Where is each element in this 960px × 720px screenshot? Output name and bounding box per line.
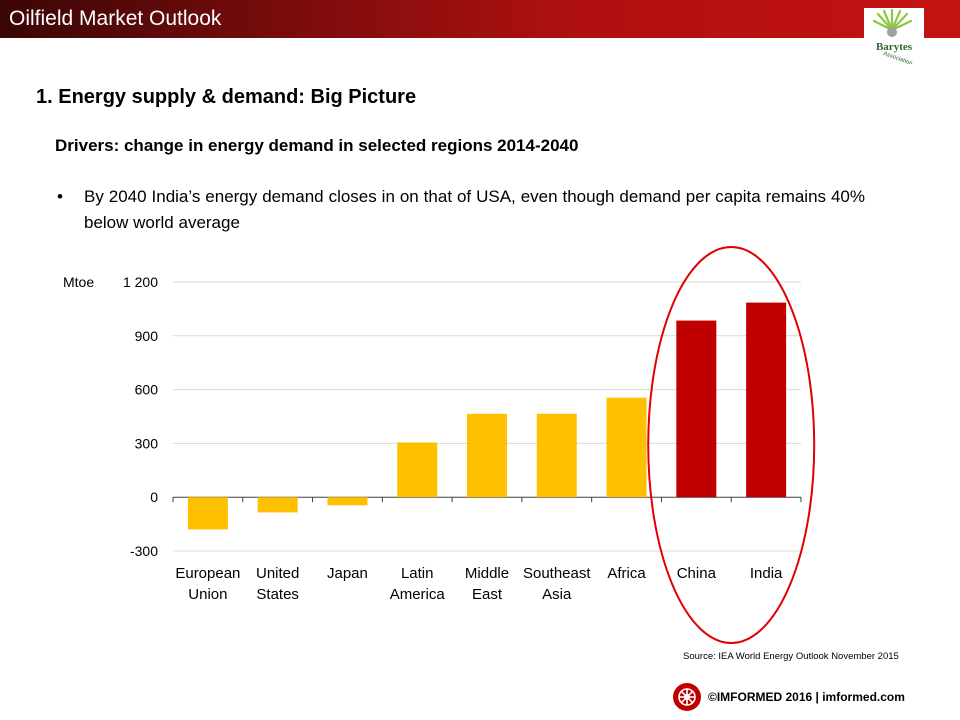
footer: ©IMFORMED 2016 | imformed.com bbox=[672, 682, 905, 712]
highlight-ellipse bbox=[647, 246, 816, 644]
sub-heading: Drivers: change in energy demand in sele… bbox=[55, 136, 579, 155]
y-tick-label: -300 bbox=[130, 543, 158, 559]
bar-latin-america bbox=[397, 442, 438, 498]
y-tick-label: 300 bbox=[135, 435, 159, 451]
bar-united-states bbox=[257, 497, 298, 513]
logo-text-top: Barytes bbox=[876, 41, 913, 53]
imformed-logo-icon bbox=[673, 683, 701, 711]
x-category-label: Japan bbox=[327, 565, 368, 582]
bar-china bbox=[676, 320, 717, 498]
header-bar: Oilfield Market Outlook bbox=[0, 0, 960, 38]
x-category-label-line: China bbox=[677, 565, 717, 582]
x-category-label-line: Africa bbox=[607, 565, 646, 582]
logo-graphic: Barytes Association bbox=[872, 8, 913, 64]
x-category-label: United States bbox=[256, 565, 299, 603]
x-category-label: Africa bbox=[607, 565, 646, 582]
y-tick-label: 900 bbox=[135, 328, 159, 344]
barytes-association-logo: Barytes Association bbox=[864, 8, 924, 64]
x-category-label-line: Latin bbox=[401, 565, 434, 582]
y-tick-label: 600 bbox=[135, 382, 159, 398]
x-category-label: India bbox=[750, 565, 783, 582]
y-tick-label: 1 200 bbox=[123, 274, 158, 290]
energy-demand-bar-chart: -300 0 300 600 900 1 200 Mtoe European Union Unit… bbox=[63, 246, 816, 644]
x-category-label-line: Asia bbox=[542, 586, 572, 603]
x-category-label: China bbox=[677, 565, 717, 582]
x-category-label-line: States bbox=[256, 586, 299, 603]
x-category-label-line: Middle bbox=[465, 565, 509, 582]
footer-text: ©IMFORMED 2016 | imformed.com bbox=[708, 690, 905, 704]
header-title: Oilfield Market Outlook bbox=[9, 7, 222, 30]
x-category-label: Southeast Asia bbox=[523, 565, 591, 603]
x-category-label-line: Southeast bbox=[523, 565, 591, 582]
x-category-label-line: India bbox=[750, 565, 783, 582]
x-category-label-line: United bbox=[256, 565, 299, 582]
x-category-label: Latin America bbox=[390, 565, 446, 603]
x-category-label: European Union bbox=[175, 565, 240, 603]
bullet-text: By 2040 India’s energy demand closes in … bbox=[84, 187, 865, 232]
x-category-label-line: Union bbox=[188, 586, 227, 603]
bar-japan bbox=[327, 497, 368, 506]
bar-european-union bbox=[187, 497, 228, 530]
x-category-label-line: Japan bbox=[327, 565, 368, 582]
bar-middle-east bbox=[467, 413, 507, 498]
x-category-label-line: America bbox=[390, 586, 446, 603]
x-category-label: Middle East bbox=[465, 565, 509, 603]
bar-india bbox=[746, 302, 787, 498]
x-category-label-line: East bbox=[472, 586, 503, 603]
bar-africa bbox=[606, 397, 647, 498]
y-unit-label: Mtoe bbox=[63, 274, 94, 290]
y-tick-label: 0 bbox=[150, 489, 158, 505]
bar-southeast-asia bbox=[536, 413, 577, 498]
x-category-label-line: European bbox=[175, 565, 240, 582]
section-heading: 1. Energy supply & demand: Big Picture bbox=[36, 86, 417, 108]
source-note: Source: IEA World Energy Outlook Novembe… bbox=[683, 651, 899, 662]
bullet-dot: • bbox=[57, 187, 63, 206]
